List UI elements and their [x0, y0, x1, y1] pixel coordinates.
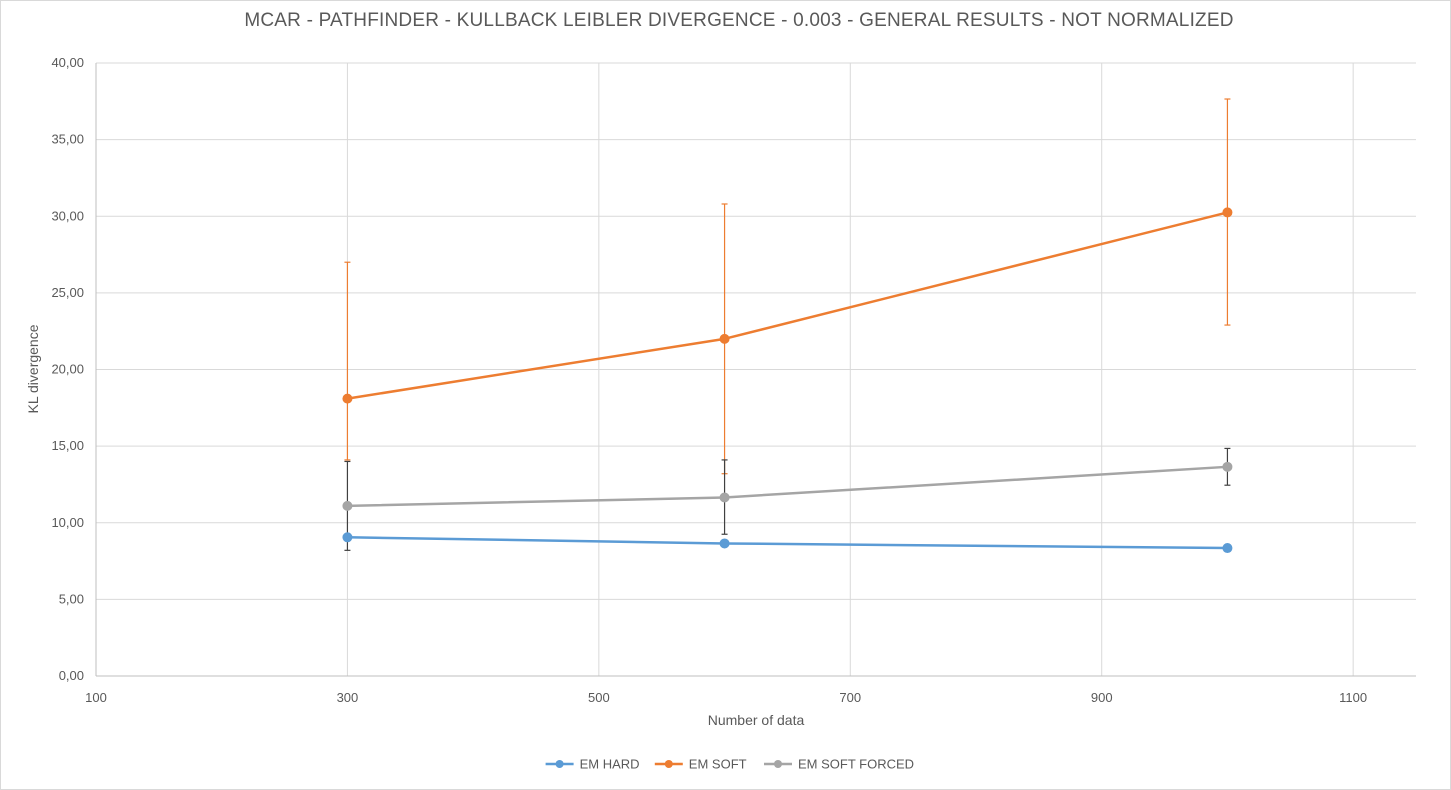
x-axis-title: Number of data: [708, 712, 805, 728]
error-bars: [344, 98, 1231, 551]
y-tick-label: 5,00: [59, 591, 84, 606]
legend-label: EM SOFT FORCED: [798, 757, 914, 772]
data-point-em-hard: [1222, 543, 1233, 554]
legend-item-em-hard: EM HARD: [545, 757, 640, 772]
legend-label: EM HARD: [580, 757, 640, 772]
legend-label: EM SOFT: [689, 757, 747, 772]
y-tick-label: 10,00: [51, 515, 84, 530]
x-tick-labels: 100 300 500 700 900 1100: [85, 690, 1367, 705]
legend-swatch-marker: [555, 760, 564, 768]
y-tick-label: 25,00: [51, 285, 84, 300]
data-point-em-soft: [342, 393, 353, 404]
data-point-em-soft-forced: [719, 492, 730, 503]
axis-lines: [95, 63, 1416, 677]
legend: EM HARD EM SOFT EM SOFT FORCED: [545, 757, 914, 772]
y-tick-label: 0,00: [59, 668, 84, 683]
series-line-em-soft-forced: [347, 465, 1228, 508]
y-tick-label: 40,00: [51, 55, 84, 70]
x-tick-label: 300: [337, 690, 359, 705]
x-tick-label: 100: [85, 690, 107, 705]
y-axis-title: KL divergence: [25, 324, 41, 413]
x-tick-label: 700: [839, 690, 861, 705]
y-tick-label: 15,00: [51, 438, 84, 453]
data-points: [342, 207, 1233, 554]
legend-item-em-soft: EM SOFT: [654, 757, 747, 772]
chart-title: MCAR - PATHFINDER - KULLBACK LEIBLER DIV…: [244, 10, 1233, 31]
data-point-em-hard: [342, 532, 353, 543]
data-point-em-hard: [719, 538, 730, 549]
data-point-em-soft-forced: [1222, 461, 1233, 472]
data-point-em-soft-forced: [342, 500, 353, 511]
error-bar-em-soft: [344, 261, 351, 461]
data-point-em-soft: [1222, 207, 1233, 218]
legend-item-em-soft-forced: EM SOFT FORCED: [764, 757, 914, 772]
y-tick-label: 30,00: [51, 208, 84, 223]
y-tick-label: 20,00: [51, 362, 84, 377]
grid-lines: [96, 62, 1416, 676]
series-lines: [347, 211, 1228, 550]
series-line-em-soft: [347, 211, 1228, 400]
legend-swatch-marker: [774, 760, 782, 768]
x-tick-label: 1100: [1339, 690, 1367, 705]
series-line-em-hard: [347, 536, 1228, 550]
data-point-em-soft: [719, 333, 730, 344]
x-tick-label: 500: [588, 690, 610, 705]
y-tick-label: 35,00: [51, 132, 84, 147]
y-tick-labels: 0,00 5,00 10,00 15,00 20,00 25,00 30,00 35,00 40…: [51, 55, 84, 683]
x-tick-label: 900: [1091, 690, 1113, 705]
legend-swatch-marker: [664, 760, 673, 768]
